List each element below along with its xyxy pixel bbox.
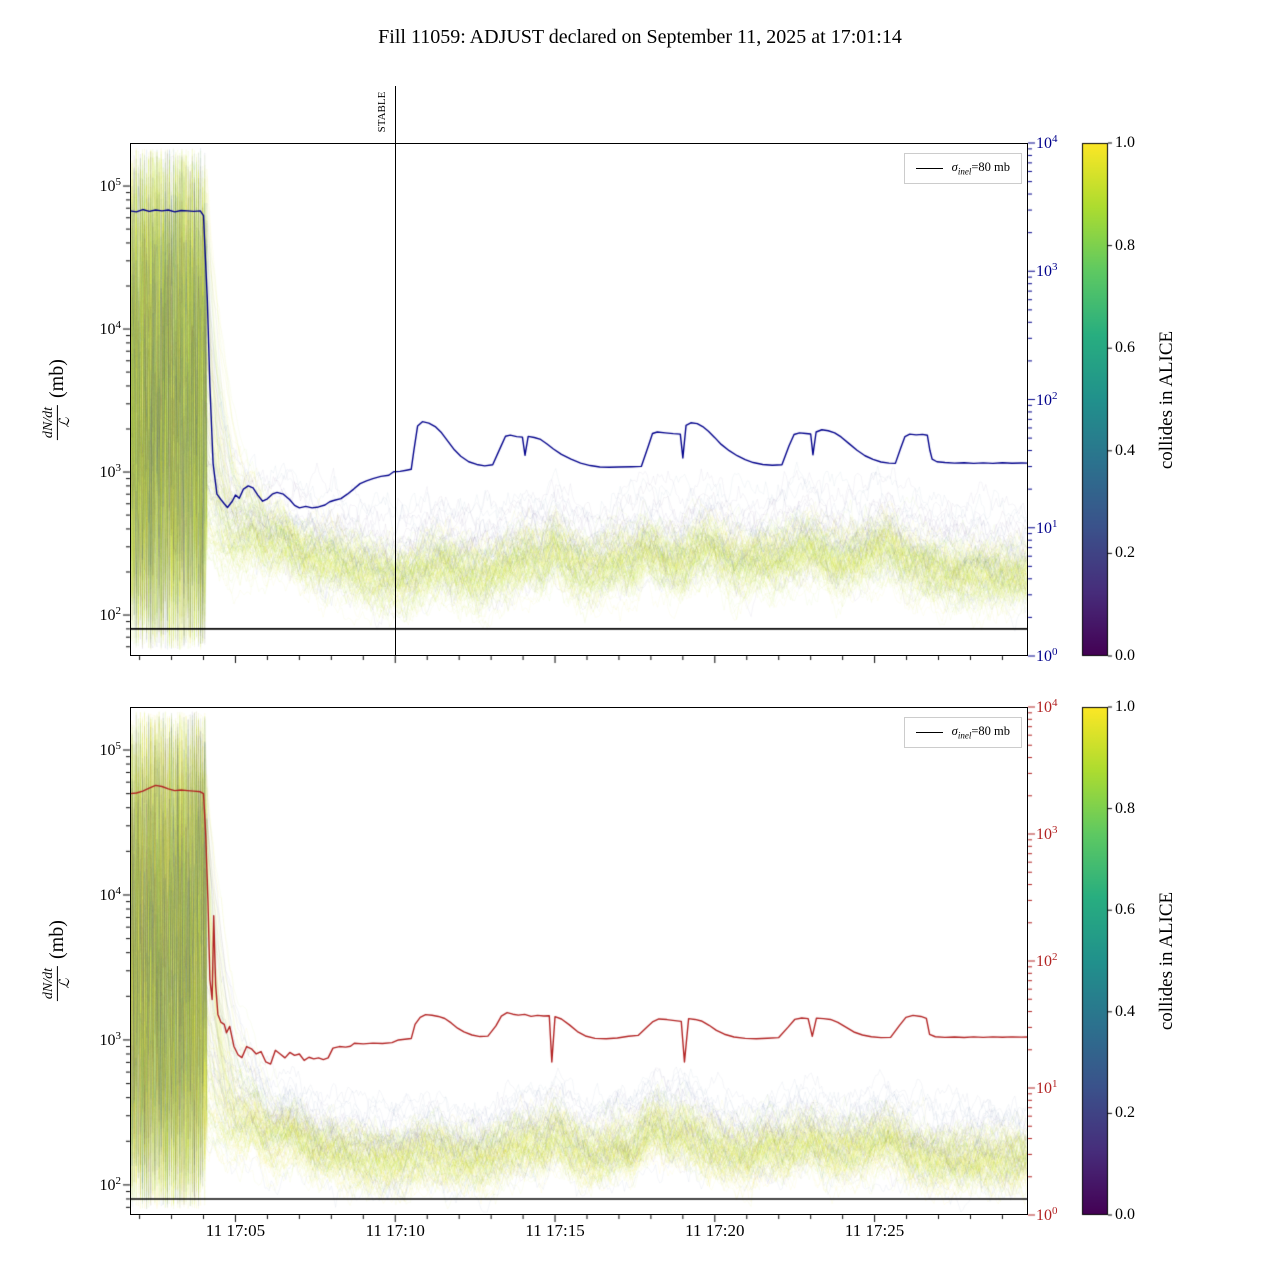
colorbar-tick-label: 0.6 [1115, 339, 1135, 357]
right-y-tick-label: 101 [1036, 1077, 1058, 1098]
legend-value: =80 mb [971, 724, 1010, 738]
colorbar-tick-label: 0.6 [1115, 901, 1135, 919]
right-y-tick-label: 104 [1036, 132, 1058, 153]
y-tick-label: 104 [99, 884, 122, 905]
top-plot-canvas [130, 143, 1028, 656]
y-tick-label: 103 [99, 1029, 122, 1050]
legend-sigma: σ [951, 160, 958, 174]
x-tick-label: 11 17:20 [685, 1221, 745, 1240]
legend-line-sample [915, 731, 943, 733]
colorbar-tick-label: 0.4 [1115, 441, 1135, 459]
colorbar-tick-label: 0.8 [1115, 236, 1135, 254]
ylabel-denominator: ℒ [58, 417, 74, 428]
colorbar-tick-label: 1.0 [1115, 134, 1135, 151]
y-tick-label: 105 [99, 739, 122, 760]
bottom-plot-legend: σinel=80 mb [903, 717, 1022, 748]
right-y-tick-label: 104 [1036, 696, 1058, 717]
legend-label: σinel=80 mb [952, 160, 1010, 177]
y-tick-label: 105 [99, 175, 122, 196]
legend-label: σinel=80 mb [952, 724, 1010, 741]
ylabel-fraction: dN/dt ℒ (mb) [41, 359, 74, 441]
stable-line [395, 86, 396, 656]
top-colorbar-label: collides in ALICE [1156, 330, 1178, 470]
ylabel-numerator: dN/dt [41, 966, 59, 1002]
ylabel-fraction: dN/dt ℒ (mb) [41, 920, 74, 1002]
colorbar-tick-label: 0.2 [1115, 544, 1135, 562]
right-y-tick-label: 103 [1036, 261, 1058, 281]
colorbar-tick-label: 0.0 [1115, 1206, 1135, 1223]
colorbar-tick-label: 0.4 [1115, 1002, 1135, 1020]
bottom-plot-canvas [130, 707, 1028, 1215]
colorbar-tick-label: 1.0 [1115, 698, 1135, 715]
legend-subscript: inel [957, 730, 972, 741]
ylabel-denominator: ℒ [58, 978, 74, 989]
x-tick-label: 11 17:15 [525, 1221, 585, 1240]
right-y-tick-label: 102 [1036, 950, 1058, 971]
colorbar-tick-label: 0.8 [1115, 799, 1135, 817]
ylabel-numerator: dN/dt [41, 405, 59, 441]
right-y-tick-label: 102 [1036, 389, 1058, 409]
right-y-tick-label: 100 [1036, 645, 1058, 666]
right-y-tick-label: 101 [1036, 517, 1058, 537]
legend-value: =80 mb [971, 160, 1010, 174]
ylabel-unit: (mb) [46, 359, 69, 399]
x-tick-label: 11 17:05 [205, 1221, 266, 1240]
legend-subscript: inel [957, 166, 972, 177]
ylabel-unit: (mb) [46, 920, 69, 960]
top-plot-legend: σinel=80 mb [903, 153, 1022, 184]
x-tick-label: 11 17:25 [844, 1221, 905, 1240]
stable-label: STABLE [376, 91, 388, 133]
y-tick-label: 102 [99, 604, 122, 625]
y-tick-label: 103 [99, 461, 122, 482]
colorbar-tick-label: 0.0 [1115, 647, 1135, 664]
bottom-colorbar-label: collides in ALICE [1156, 891, 1178, 1031]
legend-line-sample [915, 167, 943, 169]
colorbar-tick-label: 0.2 [1115, 1104, 1135, 1122]
figure-title: Fill 11059: ADJUST declared on September… [378, 26, 902, 48]
legend-sigma: σ [951, 724, 958, 738]
y-tick-label: 102 [99, 1174, 122, 1195]
right-y-tick-label: 103 [1036, 823, 1058, 844]
x-tick-label: 11 17:10 [365, 1221, 425, 1240]
y-tick-label: 104 [99, 318, 122, 339]
right-y-tick-label: 100 [1036, 1204, 1058, 1225]
top-plot-ylabel: dN/dt ℒ (mb) [0, 325, 133, 475]
bottom-plot-ylabel: dN/dt ℒ (mb) [0, 886, 133, 1036]
